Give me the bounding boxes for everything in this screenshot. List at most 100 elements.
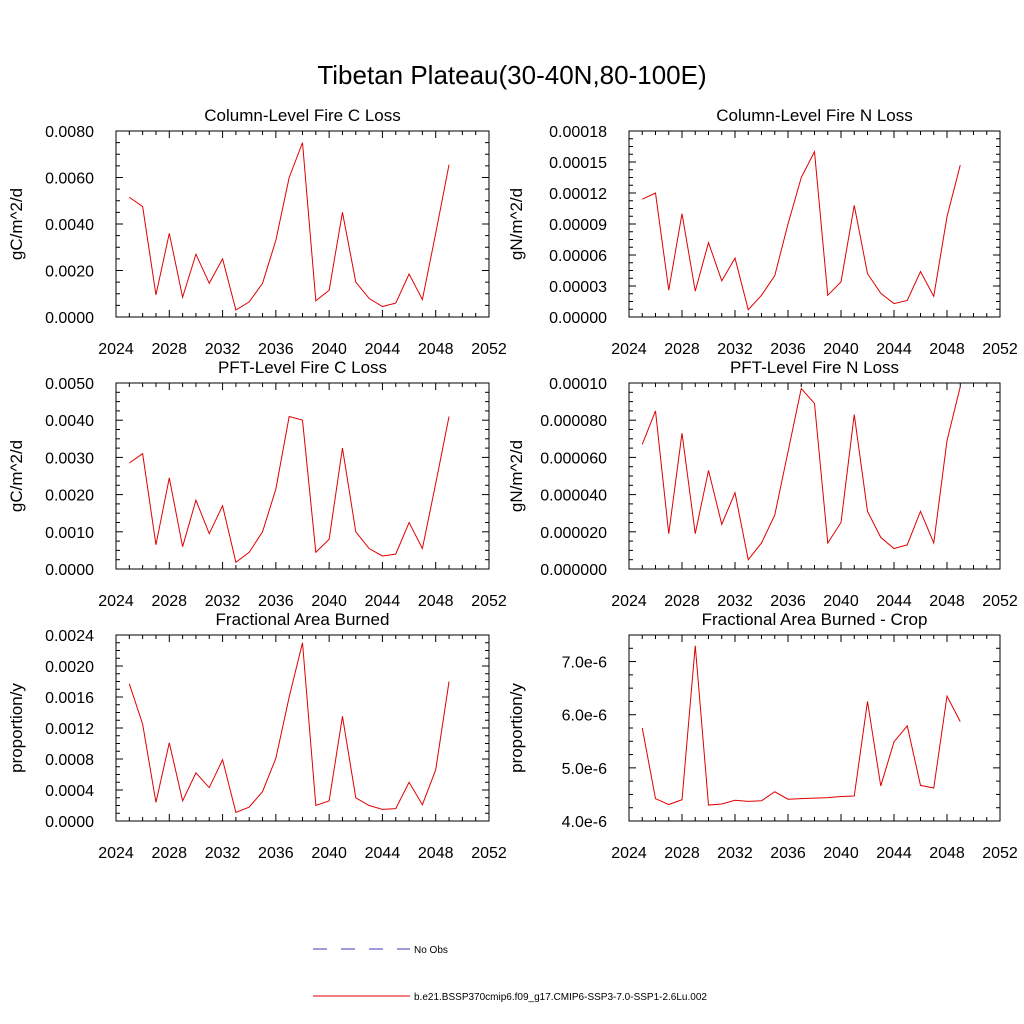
x-tick-label: 2044	[876, 341, 912, 358]
x-tick-label: 2052	[471, 593, 507, 610]
x-tick-label: 2044	[876, 845, 912, 862]
x-tick-label: 2028	[664, 593, 700, 610]
y-tick-label: 6.0e-6	[562, 708, 607, 725]
plot-frame	[628, 634, 1001, 822]
series-line	[129, 415, 450, 564]
legend-label-model-run: b.e21.BSSP370cmip6.f09_g17.CMIP6-SSP3-7.…	[414, 992, 707, 1003]
y-tick-label: 0.00018	[549, 124, 607, 141]
y-tick-label: 0.000040	[540, 488, 607, 505]
legend: No Obs b.e21.BSSP370cmip6.f09_g17.CMIP6-…	[313, 945, 707, 1003]
y-tick-label: 0.0040	[45, 413, 94, 430]
y-axis-label: gN/m^2/d	[507, 188, 526, 260]
x-tick-label: 2036	[258, 845, 294, 862]
x-tick-label: 2044	[365, 341, 401, 358]
x-tick-label: 2028	[664, 845, 700, 862]
panel-title: Fractional Area Burned	[216, 610, 390, 629]
x-tick-label: 2032	[717, 341, 753, 358]
series-line	[641, 386, 961, 561]
y-tick-label: 0.0030	[45, 450, 94, 467]
x-tick-label: 2040	[311, 341, 347, 358]
x-tick-label: 2040	[823, 341, 859, 358]
x-tick-label: 2036	[258, 593, 294, 610]
y-tick-label: 0.0020	[45, 659, 94, 676]
x-tick-label: 2024	[98, 593, 134, 610]
x-tick-label: 2032	[205, 845, 241, 862]
x-tick-label: 2048	[418, 593, 454, 610]
y-tick-label: 0.0060	[45, 171, 94, 188]
y-tick-label: 0.00009	[549, 217, 607, 234]
x-tick-label: 2040	[311, 593, 347, 610]
panel-title: Fractional Area Burned - Crop	[702, 610, 928, 629]
x-tick-label: 2028	[151, 341, 187, 358]
y-tick-label: 0.0000	[45, 814, 94, 831]
x-tick-label: 2028	[151, 845, 187, 862]
chart-panel-2: 2024 2028 2032 2036 2040 2044 2048 2052 0.00000 0…	[507, 106, 1018, 358]
chart-panel-4: 2024 2028 2032 2036 2040 2044 2048 2052 0.000000…	[507, 358, 1018, 610]
x-tick-label: 2032	[717, 593, 753, 610]
chart-panel-1: 2024 2028 2032 2036 2040 2044 2048 2052 0.0000 0.…	[7, 106, 507, 358]
chart-panel-6: 2024 2028 2032 2036 2040 2044 2048 2052 4.0e-6 5.…	[507, 610, 1018, 862]
x-tick-label: 2028	[151, 593, 187, 610]
y-axis-label: gN/m^2/d	[507, 440, 526, 512]
figure-title: Tibetan Plateau(30-40N,80-100E)	[317, 60, 706, 90]
x-tick-label: 2024	[611, 845, 647, 862]
y-tick-label: 5.0e-6	[562, 761, 607, 778]
x-tick-label: 2044	[365, 845, 401, 862]
y-tick-label: 0.0050	[45, 376, 94, 393]
y-axis-label: proportion/y	[7, 683, 26, 773]
series-line	[129, 142, 450, 311]
chart-panel-3: 2024 2028 2032 2036 2040 2044 2048 2052 0.0000 0.…	[7, 358, 507, 610]
chart-panel-5: 2024 2028 2032 2036 2040 2044 2048 2052 0.0000 0.…	[7, 610, 507, 862]
x-tick-label: 2040	[823, 593, 859, 610]
x-tick-label: 2052	[982, 593, 1018, 610]
x-tick-label: 2052	[982, 341, 1018, 358]
x-tick-label: 2052	[471, 341, 507, 358]
x-tick-label: 2048	[929, 593, 965, 610]
x-tick-label: 2024	[611, 593, 647, 610]
legend-label-no-obs: No Obs	[414, 945, 448, 956]
y-tick-label: 0.000060	[540, 450, 607, 467]
panel-title: Column-Level Fire N Loss	[716, 106, 913, 125]
x-tick-label: 2032	[205, 341, 241, 358]
x-tick-label: 2036	[770, 593, 806, 610]
y-tick-label: 0.000080	[540, 413, 607, 430]
panels: 2024 2028 2032 2036 2040 2044 2048 2052 0.0000 0.…	[7, 106, 1018, 862]
plot-frame	[115, 382, 490, 570]
y-tick-label: 7.0e-6	[562, 655, 607, 672]
x-tick-label: 2024	[98, 341, 134, 358]
y-axis-label: proportion/y	[507, 683, 526, 773]
x-tick-label: 2044	[876, 593, 912, 610]
y-tick-label: 0.0020	[45, 264, 94, 281]
y-tick-label: 0.0024	[45, 628, 94, 645]
y-tick-label: 0.0012	[45, 721, 94, 738]
y-tick-label: 0.00012	[549, 186, 607, 203]
x-tick-label: 2028	[664, 341, 700, 358]
y-tick-label: 0.0010	[45, 525, 94, 542]
plot-frame	[115, 130, 490, 318]
y-tick-label: 0.00000	[549, 310, 607, 327]
x-tick-label: 2036	[258, 341, 294, 358]
y-tick-label: 0.0008	[45, 752, 94, 769]
y-tick-label: 0.000020	[540, 525, 607, 542]
x-tick-label: 2048	[418, 845, 454, 862]
y-tick-label: 0.000000	[540, 562, 607, 579]
y-tick-label: 0.00006	[549, 248, 607, 265]
legend-item-no-obs: No Obs	[313, 945, 448, 956]
series-line	[128, 642, 450, 814]
y-tick-label: 0.00010	[549, 376, 607, 393]
panel-title: PFT-Level Fire N Loss	[730, 358, 899, 377]
x-tick-label: 2024	[98, 845, 134, 862]
legend-item-model-run: b.e21.BSSP370cmip6.f09_g17.CMIP6-SSP3-7.…	[313, 992, 707, 1003]
series-line	[642, 149, 961, 311]
x-tick-label: 2032	[717, 845, 753, 862]
series-line	[641, 645, 961, 806]
y-axis-label: gC/m^2/d	[7, 188, 26, 260]
x-tick-label: 2024	[611, 341, 647, 358]
x-tick-label: 2052	[982, 845, 1018, 862]
x-tick-label: 2036	[770, 845, 806, 862]
x-tick-label: 2048	[418, 341, 454, 358]
y-tick-label: 0.00015	[549, 155, 607, 172]
x-tick-label: 2048	[929, 341, 965, 358]
y-tick-label: 0.0080	[45, 124, 94, 141]
